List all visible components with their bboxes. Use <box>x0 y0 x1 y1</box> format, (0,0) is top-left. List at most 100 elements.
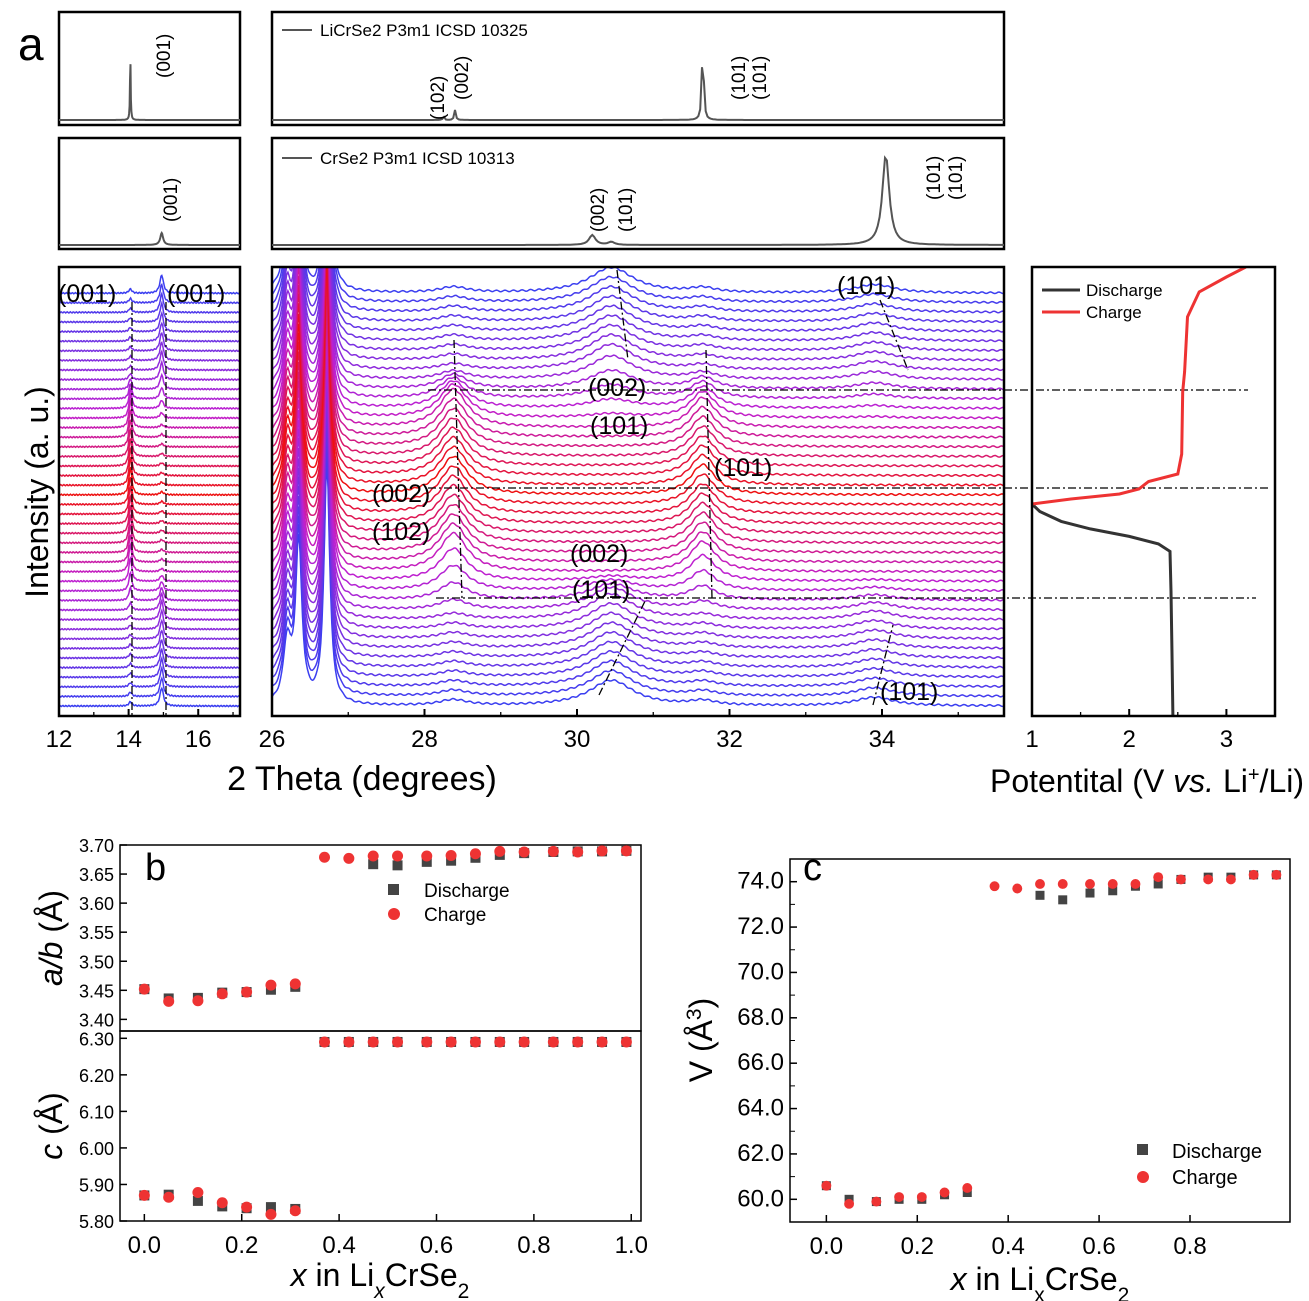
panel-c: 60.0 62.0 64.0 66.0 68.0 70.0 72.0 74.0 0.0 0.2 0.… <box>683 858 1291 1301</box>
b-top-ylabel: a/b (Å) <box>33 890 69 986</box>
charge-point <box>494 845 506 857</box>
x-tick-label: 32 <box>716 726 743 753</box>
xrd-scan-right <box>272 308 1004 554</box>
charge-point <box>821 1180 832 1191</box>
charge-point <box>367 850 379 862</box>
xrd-scan-left <box>59 584 240 602</box>
peak-label: (101) <box>729 56 750 100</box>
charge-point <box>547 1036 559 1048</box>
xrd-scan-left <box>59 686 240 708</box>
xrd-scan-right <box>272 336 1004 583</box>
charge-point <box>319 851 331 863</box>
xrd-scan-right <box>272 317 1004 564</box>
peak-label: (102) <box>428 76 449 120</box>
xrd-scan-left <box>59 570 240 593</box>
xrd-scan-left <box>59 524 240 554</box>
xrd-scan-left <box>59 282 240 305</box>
xrd-scan-right <box>272 269 1004 516</box>
x-tick-label: 26 <box>259 726 286 753</box>
annot: (101) <box>590 412 648 440</box>
xrd-scan-left <box>59 493 240 526</box>
x-tick-label: 1 <box>1025 726 1038 753</box>
x-tick-label: 16 <box>185 726 212 753</box>
xrd-scan-left <box>59 340 240 362</box>
charge-point <box>367 1036 379 1048</box>
c-xlabel: x in LixCrSe2 <box>949 1261 1130 1301</box>
xrd-scan-right <box>272 267 1004 362</box>
panel-label-c: c <box>803 847 822 889</box>
xrd-scan-right <box>272 267 1004 497</box>
ref-licrse2-panel: LiCrSe2 P3m1 ICSD 10325 (001) (102) (002… <box>57 10 1006 127</box>
legend-charge: Charge <box>1086 303 1142 322</box>
y-tick-label: 6.20 <box>79 1066 114 1086</box>
annot: (101) <box>572 576 630 604</box>
annot: (002) <box>570 540 628 568</box>
xrd-scan-right <box>272 413 1004 660</box>
xrd-scan-left <box>59 349 240 372</box>
xrd-scan-left <box>59 419 240 449</box>
xrd-scan-right <box>272 267 1004 401</box>
discharge-curve <box>1032 502 1175 716</box>
charge-point <box>939 1187 950 1198</box>
xrd-scan-left <box>59 393 240 420</box>
x-tick-label: 12 <box>46 726 73 753</box>
charge-point <box>1225 874 1236 885</box>
x-tick-label: 1.0 <box>615 1232 648 1259</box>
xrd-scan-right <box>272 267 1004 304</box>
b-legend-discharge: Discharge <box>424 881 510 902</box>
x-tick-label: 30 <box>564 726 591 753</box>
y-tick-label: 3.45 <box>79 981 114 1001</box>
xrd-scan-left <box>59 555 240 583</box>
charge-point <box>1035 879 1045 889</box>
y-tick-label: 72.0 <box>737 913 784 940</box>
x-tick-label: 0.2 <box>901 1233 934 1260</box>
xrd-scan-left <box>59 591 240 612</box>
xrd-scan-left <box>59 665 240 689</box>
discharge-point <box>1108 886 1118 896</box>
y-tick-label: 62.0 <box>737 1140 784 1167</box>
xrd-scan-left <box>59 618 240 641</box>
y-tick-label: 3.65 <box>79 865 114 885</box>
c-legend-discharge: Discharge <box>1172 1141 1262 1163</box>
charge-point <box>289 1205 301 1217</box>
peak-label: (101) <box>616 188 637 232</box>
potential-panel: 1 2 3 Discharge Charge Potentital (V vs. L… <box>990 265 1304 799</box>
xrd-scan-left <box>59 438 240 468</box>
x-tick-label: 28 <box>411 726 438 753</box>
xrd-waterfall: 12 14 16 26 28 30 32 34 (001) (001) (101) (002… <box>19 265 1270 798</box>
xrd-scan-left <box>59 447 240 478</box>
c-ylabel: V (Å3) <box>683 998 720 1083</box>
charge-point <box>844 1198 855 1209</box>
charge-point <box>494 1036 506 1048</box>
xrd-scan-left <box>59 514 240 545</box>
annot: (001) <box>58 280 116 308</box>
peak-label: (101) <box>750 56 771 100</box>
annot: (101) <box>837 272 895 300</box>
panel-label-b: b <box>145 847 166 889</box>
xrd-scan-right <box>272 267 1004 449</box>
charge-point <box>1248 869 1259 880</box>
charge-point <box>1057 879 1068 889</box>
charge-curve <box>1032 267 1247 506</box>
charge-point <box>343 852 355 864</box>
xrd-scan-right <box>272 267 1004 372</box>
x-tick-label: 0.4 <box>322 1232 355 1259</box>
xrd-scan-left <box>59 300 240 324</box>
b-bottom-ylabel: c (Å) <box>33 1092 69 1160</box>
xrd-scan-right <box>272 365 1004 612</box>
discharge-point <box>1035 890 1045 900</box>
xrd-scan-left <box>59 291 240 314</box>
ref-crse2-panel: CrSe2 P3m1 ICSD 10313 (001) (002) (101) … <box>57 136 1006 251</box>
y-tick-label: 6.30 <box>79 1029 114 1049</box>
discharge-point <box>1153 879 1163 889</box>
x-tick-label: 0.8 <box>1173 1233 1206 1260</box>
charge-point <box>1130 879 1141 889</box>
xrd-scan-left <box>59 382 240 401</box>
charge-point <box>392 1036 404 1048</box>
xrd-scan-right <box>272 267 1004 410</box>
xrd-scan-right <box>272 278 1004 526</box>
ref-licrse2-left-trace <box>59 64 240 121</box>
xrd-scan-left <box>59 331 240 353</box>
x-tick-label: 34 <box>869 726 896 753</box>
x-tick-label: 0.2 <box>225 1232 258 1259</box>
